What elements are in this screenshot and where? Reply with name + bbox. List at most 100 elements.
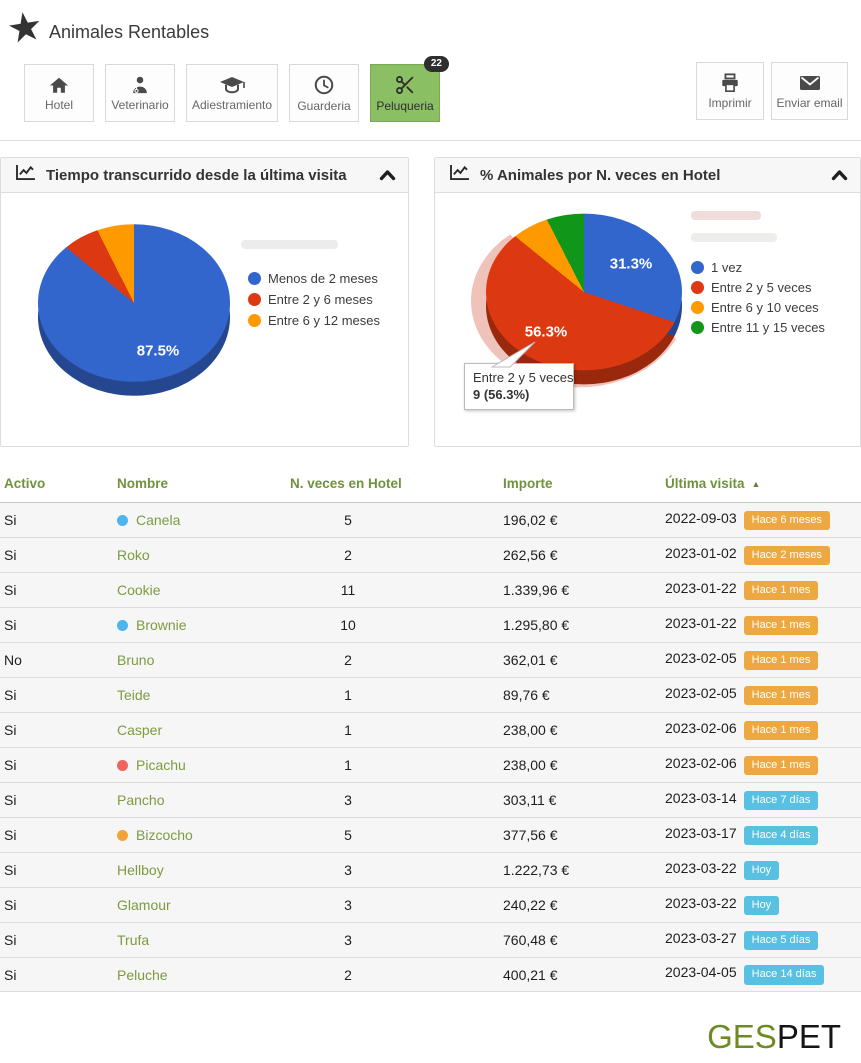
- cell-activo: Si: [4, 897, 17, 913]
- pet-name-link[interactable]: Cookie: [117, 582, 161, 598]
- legend-dot-icon: [248, 293, 261, 306]
- tab-veterinario[interactable]: Veterinario: [105, 64, 175, 122]
- animals-table: Activo Nombre N. veces en Hotel Importe …: [0, 464, 861, 992]
- cell-importe: 1.222,73 €: [503, 862, 570, 878]
- cell-veces: 3: [344, 862, 352, 878]
- pie-slices[interactable]: [38, 224, 230, 382]
- legend-item[interactable]: Entre 6 y 12 meses: [248, 313, 380, 328]
- cell-veces: 11: [340, 582, 356, 598]
- cell-activo: Si: [4, 687, 17, 703]
- send-email-button[interactable]: Enviar email: [771, 62, 848, 120]
- pet-name-link[interactable]: Teide: [117, 687, 151, 703]
- pet-name-link[interactable]: Brownie: [136, 617, 187, 633]
- cell-veces: 10: [340, 617, 356, 633]
- pet-name-link[interactable]: Peluche: [117, 966, 168, 983]
- pet-color-dot: [117, 515, 128, 526]
- visit-badge: Hace 1 mes: [743, 615, 819, 636]
- pet-name-link[interactable]: Picachu: [136, 757, 186, 773]
- panel-header: Tiempo transcurrido desde la última visi…: [1, 158, 408, 193]
- pet-name-link[interactable]: Bizcocho: [136, 827, 193, 843]
- cell-importe: 238,00 €: [503, 722, 558, 738]
- chart-legend: 1 vez Entre 2 y 5 veces Entre 6 y 10 veces…: [691, 260, 825, 335]
- legend-item[interactable]: 1 vez: [691, 260, 825, 275]
- action-label: Enviar email: [776, 95, 843, 110]
- pet-name-link[interactable]: Roko: [117, 547, 150, 563]
- collapse-chevron-up-icon[interactable]: [379, 169, 396, 181]
- cell-fecha-date: 2023-02-05: [665, 649, 737, 666]
- visit-badge: Hace 1 mes: [743, 580, 819, 601]
- cell-importe: 196,02 €: [503, 512, 558, 528]
- cell-nombre: Bruno: [117, 652, 290, 668]
- pet-name-link[interactable]: Casper: [117, 722, 163, 738]
- line-chart-icon: [449, 164, 470, 186]
- column-header-activo[interactable]: Activo: [4, 475, 46, 491]
- legend-dot-icon: [691, 261, 704, 274]
- star-icon: ★: [3, 3, 47, 53]
- pet-color-dot: [117, 760, 128, 771]
- legend-item[interactable]: Entre 2 y 5 veces: [691, 280, 825, 295]
- panel-title: Tiempo transcurrido desde la última visi…: [46, 166, 347, 184]
- cell-activo: Si: [4, 617, 17, 633]
- print-button[interactable]: Imprimir: [696, 62, 764, 120]
- table-row: Si Picachu 1 238,00 € 2023-02-06 Hace 1 m…: [0, 747, 861, 782]
- legend-label: 1 vez: [711, 260, 743, 275]
- tab-hotel[interactable]: Hotel: [24, 64, 94, 122]
- tab-adiestramiento[interactable]: Adiestramiento: [186, 64, 278, 122]
- pet-name-link[interactable]: Glamour: [117, 897, 171, 913]
- cell-nombre: Casper: [117, 722, 290, 738]
- cell-activo: Si: [4, 582, 17, 598]
- column-header-nombre[interactable]: Nombre: [117, 475, 169, 491]
- column-header-ultima-visita[interactable]: Última visita ▲: [665, 475, 761, 491]
- legend-ghost: [241, 240, 338, 249]
- logo-ges: GES: [707, 1018, 777, 1055]
- tab-peluqueria[interactable]: 22 Peluqueria: [370, 56, 449, 122]
- legend-dot-icon: [248, 272, 261, 285]
- scissors-icon: [394, 74, 416, 96]
- sort-asc-icon: ▲: [751, 478, 761, 489]
- cell-veces: 3: [344, 792, 352, 808]
- table-row: Si Glamour 3 240,22 € 2023-03-22 Hoy: [0, 887, 861, 922]
- legend-label: Entre 6 y 10 veces: [711, 300, 819, 315]
- toolbar-divider: [0, 140, 861, 141]
- cell-importe: 1.339,96 €: [503, 582, 570, 598]
- table-row: Si Brownie 10 1.295,80 € 2023-01-22 Hace …: [0, 607, 861, 642]
- tab-guarderia[interactable]: Guarderia: [289, 64, 359, 122]
- legend-item[interactable]: Entre 11 y 15 veces: [691, 320, 825, 335]
- cell-nombre: Trufa: [117, 932, 290, 948]
- legend-ghost: [691, 211, 761, 220]
- legend-item[interactable]: Entre 6 y 10 veces: [691, 300, 825, 315]
- pet-name-link[interactable]: Trufa: [117, 932, 150, 948]
- legend-item[interactable]: Entre 2 y 6 meses: [248, 292, 380, 307]
- pie-chart-veces-hotel[interactable]: 31.3% 56.3% 1 vez Entre 2 y 5 veces Entre …: [435, 193, 860, 446]
- cell-nombre: Picachu: [117, 757, 290, 773]
- pet-name-link[interactable]: Pancho: [117, 792, 165, 808]
- cell-ultima-visita: 2023-01-22 Hace 1 mes: [665, 615, 861, 636]
- visit-badge: Hoy: [743, 895, 780, 916]
- cell-nombre: Pancho: [117, 792, 290, 808]
- cell-veces: 3: [344, 932, 352, 948]
- cell-importe: 400,21 €: [503, 966, 558, 983]
- cell-nombre: Cookie: [117, 582, 290, 598]
- cell-fecha-date: 2023-02-06: [665, 754, 737, 771]
- pet-name-link[interactable]: Hellboy: [117, 862, 164, 878]
- panel-title: % Animales por N. veces en Hotel: [480, 166, 721, 184]
- cell-nombre: Hellboy: [117, 862, 290, 878]
- pet-name-link[interactable]: Canela: [136, 512, 181, 528]
- collapse-chevron-up-icon[interactable]: [831, 169, 848, 181]
- cell-ultima-visita: 2023-03-14 Hace 7 días: [665, 790, 861, 811]
- pet-name-link[interactable]: Bruno: [117, 652, 155, 668]
- pie-chart-tiempo[interactable]: 87.5% Menos de 2 meses Entre 2 y 6 meses E…: [1, 193, 408, 446]
- tab-label: Veterinario: [111, 97, 169, 112]
- cell-fecha-date: 2023-01-22: [665, 579, 737, 596]
- cell-ultima-visita: 2023-03-17 Hace 4 días: [665, 825, 861, 846]
- table-row: Si Hellboy 3 1.222,73 € 2023-03-22 Hoy: [0, 852, 861, 887]
- column-header-veces[interactable]: N. veces en Hotel: [290, 475, 402, 491]
- column-header-importe[interactable]: Importe: [503, 475, 553, 491]
- tooltip-category: Entre 2 y 5 veces: [473, 370, 574, 385]
- legend-ghost: [691, 233, 777, 242]
- tab-label: Peluqueria: [376, 98, 434, 113]
- pie-slices[interactable]: [486, 213, 682, 371]
- legend-item[interactable]: Menos de 2 meses: [248, 271, 380, 286]
- cell-ultima-visita: 2023-02-06 Hace 1 mes: [665, 720, 861, 741]
